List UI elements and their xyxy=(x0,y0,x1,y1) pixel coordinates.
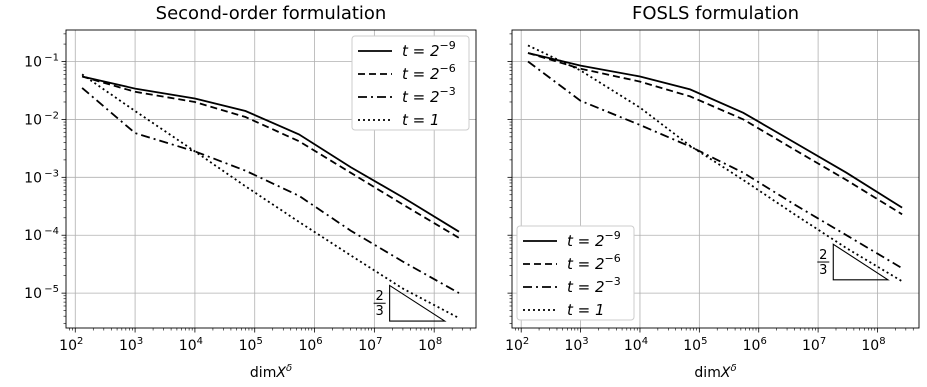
x-tick-label: 103 xyxy=(119,336,143,354)
x-tick-label: 105 xyxy=(239,336,263,354)
x-tick-label: 106 xyxy=(298,336,322,354)
slope-numerator: 2 xyxy=(375,289,383,304)
slope-denominator: 3 xyxy=(819,263,827,278)
legend: t = 2−9t = 2−6t = 2−3t = 1 xyxy=(351,35,470,131)
slope-numerator: 2 xyxy=(819,248,827,263)
legend-box xyxy=(351,35,470,131)
y-tick-label: 10 −3 xyxy=(24,168,59,186)
legend-label-3: t = 1 xyxy=(567,301,605,319)
x-tick-label: 104 xyxy=(179,336,203,354)
chart-title: FOSLS formulation xyxy=(632,3,799,24)
x-tick-label: 107 xyxy=(802,336,826,354)
series-line-3 xyxy=(81,73,460,319)
x-tick-label: 102 xyxy=(505,336,529,354)
slope-triangle: 23 xyxy=(817,243,890,281)
x-axis-label: dimXδ xyxy=(250,363,292,381)
plot-frame xyxy=(511,29,920,329)
x-axis-label: dimXδ xyxy=(694,363,736,381)
slope-triangle-shape xyxy=(389,284,447,322)
slope-triangle-shape xyxy=(832,243,890,281)
x-tick-label: 108 xyxy=(861,336,885,354)
x-tick-label: 104 xyxy=(624,336,648,354)
chart-panel-fosls: 102 103 104 105 106 107 108 FOSLS formulation di… xyxy=(505,3,920,381)
y-tick-label: 10 −1 xyxy=(24,53,59,71)
slope-triangle: 23 xyxy=(373,284,447,322)
y-tick-label: 10 −5 xyxy=(24,284,59,302)
x-tick-label: 102 xyxy=(59,336,83,354)
y-tick-label: 10 −4 xyxy=(24,226,59,244)
chart-title: Second-order formulation xyxy=(156,3,387,24)
plot-frame xyxy=(65,29,477,329)
y-tick-label: 10 −2 xyxy=(24,110,59,128)
legend: t = 2−9t = 2−6t = 2−3t = 1 xyxy=(516,225,635,321)
x-tick-label: 107 xyxy=(358,336,382,354)
x-tick-label: 106 xyxy=(743,336,767,354)
x-tick-label: 103 xyxy=(564,336,588,354)
series-line-0 xyxy=(81,75,460,233)
slope-denominator: 3 xyxy=(375,304,383,319)
legend-label-3: t = 1 xyxy=(402,111,440,129)
series-line-2 xyxy=(81,87,460,294)
series-line-0 xyxy=(527,52,903,209)
x-tick-label: 105 xyxy=(683,336,707,354)
x-tick-label: 108 xyxy=(418,336,442,354)
series-line-1 xyxy=(527,52,903,216)
chart-panel-second-order: 102 103 104 105 106 107 108 10−5 10−4 10−3 10 −2 10−… xyxy=(24,3,477,381)
legend-box xyxy=(516,225,635,321)
series-line-2 xyxy=(527,60,903,269)
